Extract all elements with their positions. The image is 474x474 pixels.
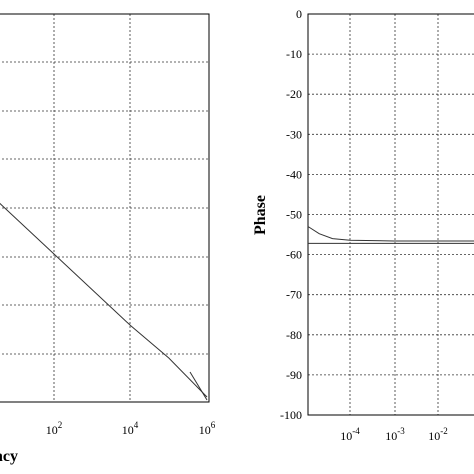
right-plot-frame [307, 13, 474, 416]
left-x-tick-label: 106 [199, 420, 216, 437]
left-x-axis-title: ncy [0, 448, 18, 465]
right-chart: 0-10-20-30-40-50-60-70-80-90-100 10-4 10-… [252, 7, 474, 443]
right-y-tick-label: 0 [296, 7, 302, 21]
right-y-tick-labels: 0 -10 -20 -30 -40 -50 -60 -70 -80 -90 -100 [280, 7, 302, 422]
left-grid [0, 14, 209, 402]
left-series-line [0, 202, 208, 398]
right-y-tick-label: -100 [280, 408, 302, 422]
right-x-tick-labels: 10-4 10-3 10-2 [340, 426, 448, 443]
right-y-tick-label: -70 [286, 288, 302, 302]
right-grid [308, 14, 474, 415]
left-x-tick-label: 104 [122, 420, 139, 437]
right-x-tick-label: 10-4 [340, 426, 360, 443]
right-y-tick-label: -10 [286, 47, 302, 61]
right-y-tick-label: -40 [286, 167, 302, 181]
right-y-tick-label: -60 [286, 248, 302, 262]
right-y-tick-label: -90 [286, 368, 302, 382]
right-y-tick-label: -80 [286, 328, 302, 342]
right-y-tick-label: -20 [286, 87, 302, 101]
right-y-axis-title: Phase [252, 195, 269, 235]
left-x-tick-labels: 102 104 106 [46, 420, 216, 437]
right-series-group [307, 226, 474, 244]
left-x-tick-label: 102 [46, 420, 63, 437]
right-x-tick-label: 10-2 [428, 426, 448, 443]
left-plot-frame [0, 13, 210, 403]
left-series-group [0, 202, 208, 401]
left-series-tail [189, 371, 208, 401]
right-series-line [307, 226, 474, 242]
right-y-tick-label: -50 [286, 208, 302, 222]
left-chart: 102 104 106 ncy [0, 13, 216, 465]
right-y-tick-label: -30 [286, 127, 302, 141]
right-x-tick-label: 10-3 [385, 426, 405, 443]
